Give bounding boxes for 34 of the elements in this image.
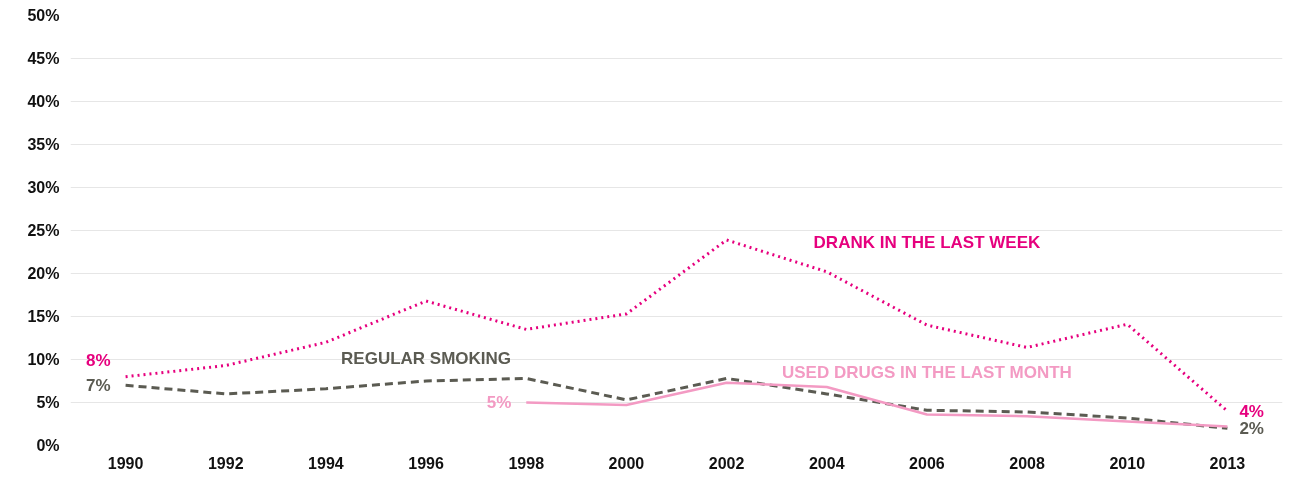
x-tick-label: 1996 [408,454,444,472]
series-label: USED DRUGS IN THE LAST MONTH [781,363,1072,383]
y-tick-label: 20% [27,265,60,282]
annotation: 4% [1239,401,1264,421]
x-tick-label: 2006 [909,454,945,472]
y-tick-label: 25% [27,222,60,239]
y-tick-label: 10% [27,351,60,368]
x-tick-label: 2008 [1009,454,1045,472]
y-tick-label: 15% [27,308,60,325]
x-tick-label: 2004 [808,454,845,472]
y-tick-label: 40% [27,93,60,110]
annotation: 8% [86,351,111,371]
series-label: DRANK IN THE LAST WEEK [813,232,1041,252]
x-tick-label: 1998 [508,454,545,472]
annotation: 5% [486,393,512,412]
annotation: 7% [86,375,111,395]
y-tick-label: 50% [27,7,60,24]
line-series [525,381,1229,428]
y-tick-label: 35% [27,136,60,153]
series-label: REGULAR SMOKING [341,348,512,368]
line-series [124,376,1229,430]
annotation: 2% [1239,418,1264,438]
x-tick-label: 2002 [708,454,745,472]
y-tick-label: 5% [36,394,60,411]
y-tick-label: 45% [27,50,60,67]
x-tick-label: 2013 [1209,454,1246,472]
line-series [124,238,1229,413]
x-tick-label: 2010 [1109,454,1146,472]
x-tick-label: 1994 [308,454,344,472]
y-tick-label: 30% [27,179,60,196]
x-tick-label: 1992 [207,454,244,472]
x-tick-label: 1990 [107,454,144,472]
x-tick-label: 2000 [608,454,645,472]
y-tick-label: 0% [36,437,60,454]
